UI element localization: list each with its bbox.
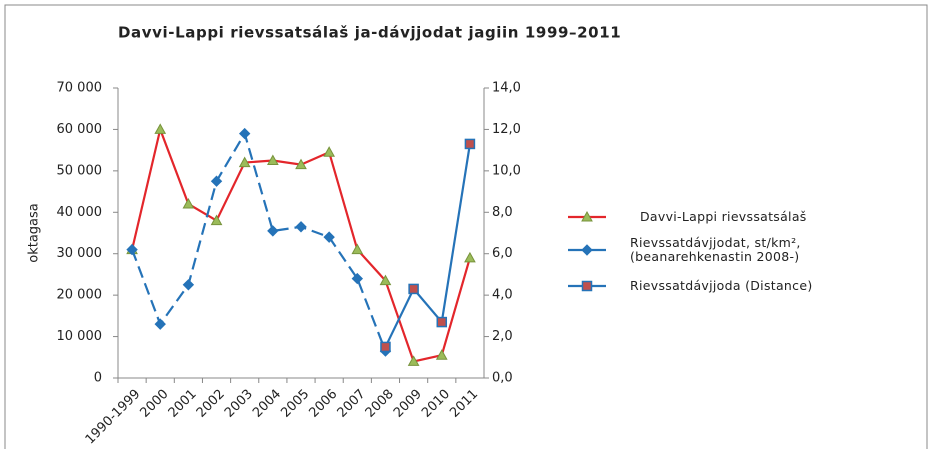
x-tick-label: 2009 xyxy=(391,387,425,421)
y2-tick-label: 4,0 xyxy=(492,288,513,303)
y-tick-label: 30 000 xyxy=(57,246,103,261)
data-point xyxy=(267,225,279,237)
legend-label: Rievssatdávjjoda (Distance) xyxy=(630,278,813,293)
y2-tick-label: 8,0 xyxy=(492,205,513,220)
data-point xyxy=(182,279,195,291)
y2-tick-label: 10,0 xyxy=(492,163,521,178)
data-point xyxy=(323,146,336,157)
data-point xyxy=(154,318,166,330)
x-tick-label: 2006 xyxy=(306,387,340,421)
data-point xyxy=(464,251,476,263)
data-point xyxy=(323,231,335,243)
legend-label: Davvi-Lappi rievssatsálaš xyxy=(640,209,807,224)
x-tick-label: 2005 xyxy=(278,387,312,421)
data-point xyxy=(380,341,391,353)
y2-tick-label: 0,0 xyxy=(492,371,513,386)
chart-title: Davvi-Lappi rievssatsálaš ja-dávjjodat j… xyxy=(118,24,621,42)
y-tick-label: 60 000 xyxy=(57,122,103,137)
data-point xyxy=(351,272,364,285)
chart-frame xyxy=(4,4,928,449)
x-tick-label: 2000 xyxy=(138,387,172,421)
data-point xyxy=(210,214,223,226)
data-point xyxy=(266,154,279,165)
data-point xyxy=(379,274,392,286)
data-point xyxy=(295,221,307,233)
data-point xyxy=(238,156,251,168)
data-point xyxy=(238,127,251,140)
data-point xyxy=(295,158,307,170)
x-tick-label: 2004 xyxy=(250,387,284,421)
y2-tick-label: 12,0 xyxy=(492,122,521,137)
data-point xyxy=(126,243,138,256)
y-tick-label: 0 xyxy=(94,371,102,386)
legend-marker xyxy=(581,244,593,256)
x-tick-label: 2010 xyxy=(419,387,453,421)
data-point xyxy=(154,123,167,134)
x-tick-label: 2008 xyxy=(363,387,397,421)
data-point xyxy=(210,175,223,187)
x-tick-label: 2011 xyxy=(447,387,481,421)
data-point xyxy=(464,138,476,150)
x-tick-label: 2002 xyxy=(194,387,228,421)
legend-label: Rievssatdávjjodat, st/km², (beanarehkena… xyxy=(630,235,801,264)
data-point xyxy=(351,243,364,255)
data-point xyxy=(182,197,195,209)
y2-tick-label: 6,0 xyxy=(492,246,513,261)
data-point xyxy=(436,316,448,328)
x-tick-label: 2007 xyxy=(335,387,369,421)
x-tick-label: 1990-1999 xyxy=(83,387,144,448)
x-tick-label: 2003 xyxy=(222,387,256,421)
series-line xyxy=(131,130,387,352)
data-point xyxy=(407,355,420,366)
y-tick-label: 40 000 xyxy=(57,205,103,220)
y-tick-label: 50 000 xyxy=(57,163,103,178)
y-tick-label: 70 000 xyxy=(57,81,103,96)
legend-marker xyxy=(581,210,593,222)
y2-tick-label: 14,0 xyxy=(492,81,521,96)
series-line xyxy=(384,143,472,348)
data-point xyxy=(408,283,419,295)
y-tick-label: 20 000 xyxy=(57,288,103,303)
legend-marker xyxy=(581,280,593,292)
data-point xyxy=(435,349,448,360)
y-axis-label: oktagasa xyxy=(27,203,42,263)
x-tick-label: 2001 xyxy=(166,387,200,421)
y2-tick-label: 2,0 xyxy=(492,329,513,344)
y-tick-label: 10 000 xyxy=(57,329,103,344)
